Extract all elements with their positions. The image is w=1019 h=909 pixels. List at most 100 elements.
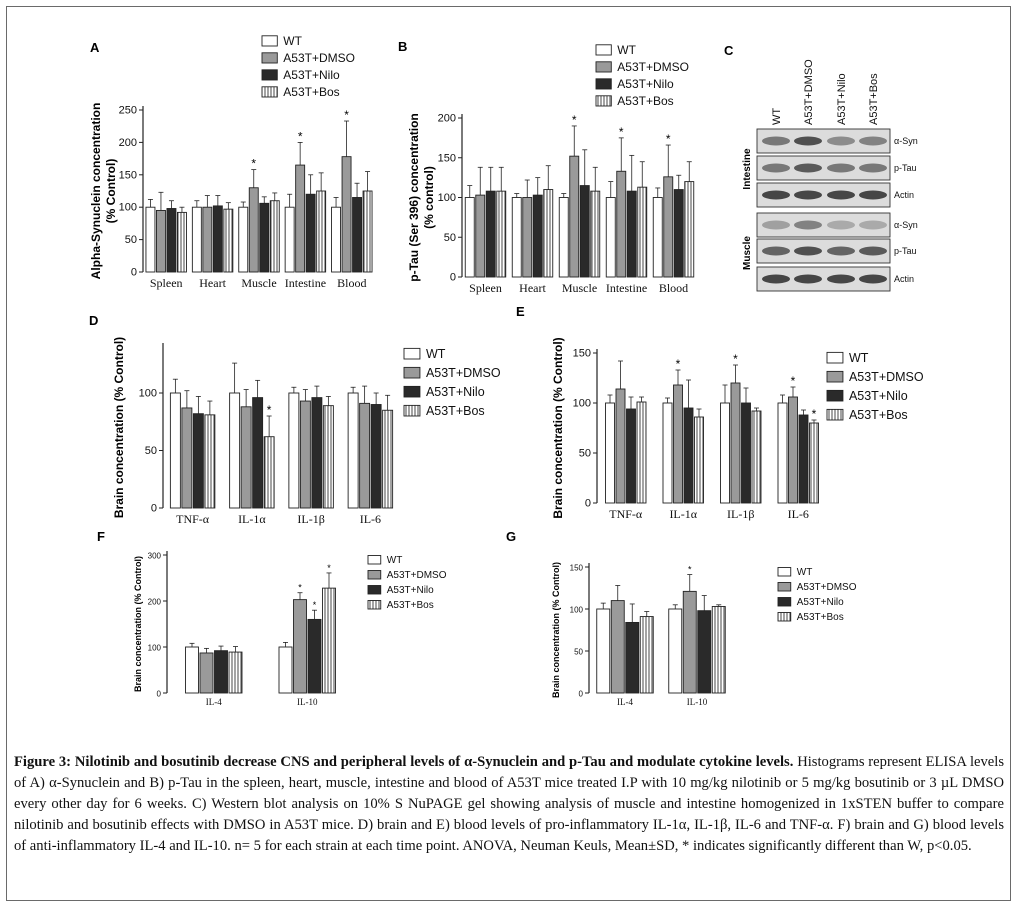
blot-band	[859, 190, 887, 200]
bar	[569, 155, 580, 278]
bar	[166, 208, 177, 273]
x-tick-label: IL-6	[360, 512, 381, 526]
bar	[730, 382, 741, 504]
y-tick-label: 50	[125, 234, 137, 246]
bar	[694, 416, 704, 504]
legend-swatch	[367, 600, 382, 610]
y-tick-label: 150	[119, 169, 137, 181]
legend-swatch	[826, 351, 844, 364]
y-tick-label: 0	[151, 503, 157, 515]
significance-star: *	[327, 563, 331, 573]
x-tick-label: Blood	[337, 276, 366, 290]
y-tick-label: 100	[148, 644, 162, 653]
bar	[511, 197, 522, 278]
x-tick-label: IL-4	[617, 697, 633, 707]
bar	[662, 402, 673, 504]
bar	[579, 185, 590, 278]
y-axis-label: Brain concentration (% Control)	[551, 562, 561, 698]
caption-bold: Figure 3: Nilotinib and bosutinib decrea…	[14, 754, 794, 770]
y-axis-label: Brain concentration (% Control)	[112, 337, 126, 518]
bar	[316, 190, 327, 273]
bar	[605, 402, 615, 504]
bar	[697, 610, 712, 694]
significance-star: *	[619, 125, 624, 139]
lane-label: A53T+Bos	[868, 73, 880, 125]
legend-swatch	[261, 86, 278, 98]
y-tick-label: 300	[148, 552, 162, 561]
panel-label: E	[516, 304, 525, 319]
legend-label: A53T+DMSO	[387, 570, 447, 581]
legend-label: A53T+DMSO	[283, 51, 355, 65]
bar	[293, 599, 307, 694]
bar	[522, 197, 533, 278]
x-tick-label: IL-1α	[669, 507, 697, 521]
bar	[496, 190, 507, 278]
y-axis-label-line: (% Control)	[104, 159, 118, 224]
legend-swatch	[261, 52, 278, 64]
bar	[192, 413, 204, 509]
legend-swatch	[777, 612, 792, 622]
y-tick-label: 100	[139, 388, 157, 400]
significance-star: *	[688, 565, 692, 575]
bar	[590, 190, 601, 278]
bar	[668, 608, 683, 694]
legend-label: A53T+Nilo	[387, 585, 434, 596]
panel-label: F	[97, 529, 105, 544]
blot-band	[762, 163, 790, 173]
legend-swatch	[595, 61, 612, 73]
blot-band	[859, 163, 887, 173]
legend-swatch	[777, 582, 792, 592]
bar	[229, 392, 241, 509]
bar	[311, 397, 323, 509]
legend-label: A53T+Bos	[426, 404, 485, 418]
significance-star: *	[344, 108, 349, 122]
legend-label: WT	[426, 347, 446, 361]
bar	[788, 396, 798, 504]
bar	[673, 384, 683, 504]
y-axis-label: Brain concentration (% Control)	[551, 337, 565, 518]
y-tick-label: 50	[145, 445, 157, 457]
legend-label: WT	[387, 555, 403, 566]
y-tick-label: 0	[450, 272, 456, 284]
blot-band	[827, 190, 855, 200]
bar	[228, 651, 243, 694]
significance-star: *	[267, 403, 272, 417]
blot-band	[762, 246, 790, 256]
y-axis-label: p-Tau (Ser 396) concentration(% control)	[407, 113, 436, 281]
band-label: p-Tau	[894, 163, 917, 173]
lane-label: WT	[771, 108, 783, 125]
x-tick-label: IL-1β	[297, 512, 324, 526]
panel-label: A	[90, 40, 100, 55]
blot-band	[827, 136, 855, 146]
legend-label: WT	[283, 34, 302, 48]
legend-label: A53T+DMSO	[617, 60, 689, 74]
bar	[639, 616, 654, 694]
blot-band	[859, 220, 887, 230]
significance-star: *	[812, 407, 817, 421]
y-tick-label: 200	[148, 598, 162, 607]
bar	[145, 206, 156, 273]
x-tick-label: Intestine	[606, 281, 647, 295]
x-tick-label: IL-1α	[238, 512, 266, 526]
bar	[683, 407, 694, 504]
x-tick-label: Intestine	[285, 276, 326, 290]
significance-star: *	[733, 352, 738, 366]
bar	[238, 206, 249, 273]
legend-label: A53T+Nilo	[426, 385, 485, 399]
bar	[240, 406, 252, 509]
legend-label: A53T+Bos	[387, 600, 434, 611]
bar	[259, 202, 270, 273]
blot-band	[794, 246, 822, 256]
blot-band	[794, 163, 822, 173]
bar	[181, 407, 193, 509]
significance-star: *	[298, 583, 302, 593]
band-label: Actin	[894, 274, 914, 284]
caption-text: Histograms represent ELISA levels of A) …	[14, 754, 1004, 854]
bar	[295, 164, 306, 273]
x-tick-label: Spleen	[150, 276, 183, 290]
bar	[475, 194, 486, 278]
y-axis-label: Brain concentration (% Control)	[133, 556, 143, 692]
legend-label: A53T+DMSO	[426, 366, 501, 380]
bar	[605, 197, 616, 278]
legend-swatch	[367, 555, 382, 565]
